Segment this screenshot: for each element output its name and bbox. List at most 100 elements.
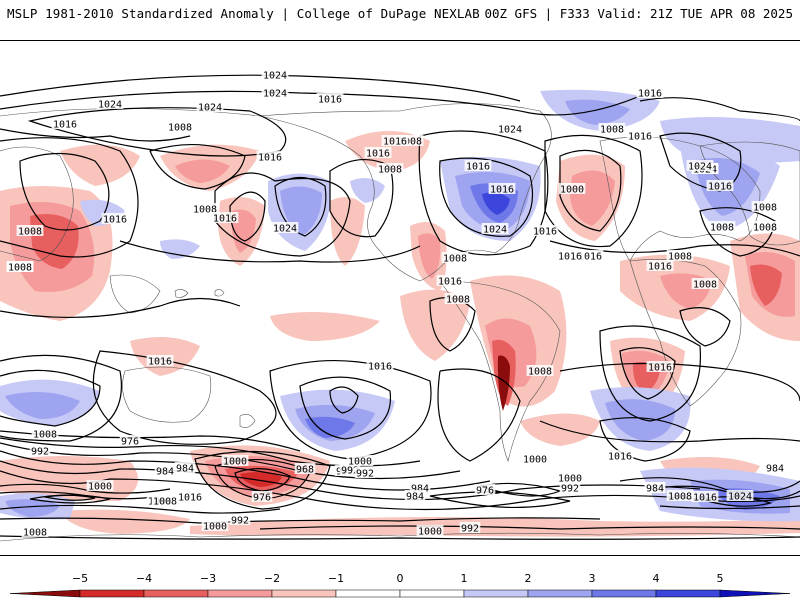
isobar-line [429, 491, 571, 509]
isobar-label: 1008 [693, 280, 717, 291]
colorbar-tick-label: −1 [328, 572, 344, 585]
product-title: MSLP 1981-2010 Standardized Anomaly | Co… [7, 6, 480, 21]
isobar-label: 992 [231, 516, 249, 527]
isobar-label: 1008 [23, 528, 47, 539]
isobar-label-bg [354, 467, 376, 478]
isobar-label: 1008 [398, 137, 422, 148]
isobar-label: 1000 [558, 474, 582, 485]
isobar-label-bg [646, 361, 674, 372]
map-panel: 1024 1024 1024 1024 1016 1016 1008 1016 1008 1016… [0, 40, 800, 556]
isobar-label-bg [261, 87, 289, 98]
isobar-label-bg [464, 160, 492, 171]
isobar-label-bg [441, 252, 469, 263]
continent-outline [599, 136, 761, 262]
colorbar-swatch [463, 589, 529, 598]
anomaly-patch [350, 177, 385, 203]
colorbar-tick-label: 0 [397, 572, 404, 585]
colorbar-swatch [143, 589, 209, 598]
isobar-label-bg [598, 123, 626, 134]
isobar-label-bg [751, 221, 779, 232]
isobar-line [439, 157, 534, 237]
isobar-label-bg [481, 223, 509, 234]
isobar-label: 1008 [668, 252, 692, 263]
isobar-line [699, 496, 773, 507]
isobar-label: 1008 [668, 492, 692, 503]
isobar-label: 1024 [483, 225, 507, 236]
isobar-label: 1016 [490, 185, 514, 196]
isobar-line [559, 149, 622, 232]
isobar-label-bg [229, 514, 251, 525]
anomaly-patch [418, 233, 441, 279]
isobar-line [549, 240, 800, 257]
continent-outline [439, 280, 561, 462]
isobar-label: 1008 [33, 430, 57, 441]
colorbar-tick-label: 1 [461, 572, 468, 585]
isobar-line [659, 505, 800, 510]
isobar-label: 1016 [103, 215, 127, 226]
isobar-label: 1016 [383, 137, 407, 148]
isobar-label: 1016 [608, 452, 632, 463]
isobar-label: 1008 [753, 223, 777, 234]
isobar-label: 1008 [193, 205, 217, 216]
isobar-label-bg [174, 462, 196, 473]
isobar-line [0, 128, 191, 142]
isobar-label: 1008 [443, 254, 467, 265]
isobar-label-bg [521, 453, 549, 464]
map-header: MSLP 1981-2010 Standardized Anomaly | Co… [0, 0, 800, 40]
isobar-label-bg [101, 213, 129, 224]
isobar-line [194, 450, 331, 510]
isobar-line [214, 172, 351, 257]
isobar-label: 1016 [53, 120, 77, 131]
isobar-label-bg [666, 490, 694, 501]
isobar-label-bg [196, 101, 224, 112]
isobar-line [0, 74, 521, 102]
isobar-label: 1016 [258, 153, 282, 164]
isobar-label: 984 [176, 464, 194, 475]
isobar-label-bg [558, 183, 586, 194]
colorbar-tick-label: −5 [72, 572, 88, 585]
isobar-label: 984 [406, 492, 424, 503]
isobar-label-bg [21, 526, 49, 537]
isobar-label-bg [294, 463, 316, 474]
colorbar-swatch [527, 589, 593, 598]
isobar-label: 1016 [368, 362, 392, 373]
anomaly-patch [520, 413, 600, 446]
island-outline [174, 289, 189, 298]
isobar-label: 1024 [263, 89, 287, 100]
negative-anomaly-shading [0, 131, 800, 537]
isobar-line [639, 97, 800, 122]
colorbar-swatch [207, 589, 273, 598]
isobar-label-bg [526, 365, 554, 376]
isobar-label: 1016 [533, 227, 557, 238]
isobar-line [329, 386, 359, 414]
anomaly-patch [60, 144, 140, 186]
anomaly-patch [497, 355, 510, 411]
isobar-label-bg [119, 435, 141, 446]
anomaly-patch [5, 499, 60, 517]
coastlines [0, 103, 800, 542]
isobar-label: 1024 [498, 125, 522, 136]
isobar-line [0, 369, 101, 427]
isobar-label: 1024 [728, 492, 752, 503]
isobar-line [679, 307, 731, 347]
continent-outline [699, 141, 800, 246]
isobar-label: 992 [561, 484, 579, 495]
isobar-label: 1024 [263, 71, 287, 82]
colorbar-tick-label: 5 [717, 572, 724, 585]
isobar-label-bg [691, 491, 719, 502]
isobar-label: 984 [411, 484, 429, 495]
isobar-label-bg [636, 87, 664, 98]
isobar-label: 1016 [213, 214, 237, 225]
anomaly-patch [160, 239, 200, 259]
isobar-label: 1000 [523, 455, 547, 466]
isobar-label: 1008 [168, 123, 192, 134]
isobar-label-bg [151, 495, 179, 506]
isobar-label-bg [96, 98, 124, 109]
isobar-line [599, 325, 702, 422]
isobar-label-bg [51, 118, 79, 129]
isobar-label-bg [166, 121, 194, 132]
isobar-label: 1000 [348, 457, 372, 468]
isobar-label: 1016 [438, 277, 462, 288]
